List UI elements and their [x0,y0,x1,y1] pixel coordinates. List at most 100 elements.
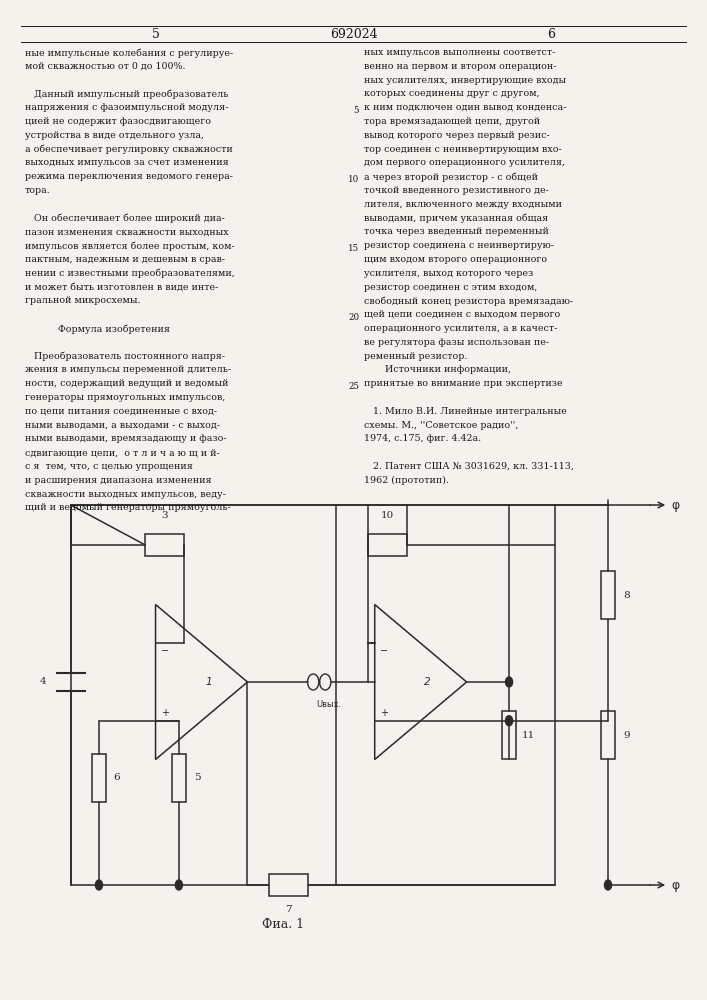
Text: усилителя, выход которого через: усилителя, выход которого через [364,269,533,278]
Text: жения в импульсы переменной длитель-: жения в импульсы переменной длитель- [25,365,231,374]
Text: дом первого операционного усилителя,: дом первого операционного усилителя, [364,158,565,167]
Text: ве регулятора фазы использован пе-: ве регулятора фазы использован пе- [364,338,549,347]
Text: Uвых.: Uвых. [317,700,342,709]
Text: 3: 3 [161,510,168,520]
Text: щий и ведомый генераторы прямоуголь-: щий и ведомый генераторы прямоуголь- [25,503,230,512]
Text: +: + [161,708,169,718]
Text: Преобразователь постоянного напря-: Преобразователь постоянного напря- [25,352,225,361]
Text: Источники информации,: Источники информации, [364,365,511,374]
Text: 7: 7 [285,906,292,914]
Text: резистор соединен с этим входом,: резистор соединен с этим входом, [364,283,537,292]
Text: устройства в виде отдельного узла,: устройства в виде отдельного узла, [25,131,204,140]
Text: принятые во внимание при экспертизе: принятые во внимание при экспертизе [364,379,563,388]
Text: и может быть изготовлен в виде инте-: и может быть изготовлен в виде инте- [25,283,218,292]
Text: 1974, с.175, фиг. 4.42а.: 1974, с.175, фиг. 4.42а. [364,434,481,443]
Text: ных импульсов выполнены соответст-: ных импульсов выполнены соответст- [364,48,556,57]
Text: венно на первом и втором операцион-: венно на первом и втором операцион- [364,62,556,71]
Text: 10: 10 [348,175,359,184]
Text: ные импульсные колебания с регулируе-: ные импульсные колебания с регулируе- [25,48,233,57]
Text: которых соединены друг с другом,: которых соединены друг с другом, [364,89,539,98]
Circle shape [95,880,103,890]
Text: а через второй резистор - с общей: а через второй резистор - с общей [364,172,538,182]
Text: 2: 2 [424,677,431,687]
Text: 6: 6 [547,27,556,40]
Text: 2. Патент США № 3031629, кл. 331-113,: 2. Патент США № 3031629, кл. 331-113, [364,462,574,471]
Text: φ: φ [672,879,680,892]
Text: схемы. М., ''Советское радио'',: схемы. М., ''Советское радио'', [364,421,518,430]
Text: φ: φ [672,498,680,512]
Text: щим входом второго операционного: щим входом второго операционного [364,255,547,264]
Circle shape [604,880,612,890]
Text: тора.: тора. [25,186,50,195]
Text: напряжения с фазоимпульсной модуля-: напряжения с фазоимпульсной модуля- [25,103,228,112]
Text: скважности выходных импульсов, веду-: скважности выходных импульсов, веду- [25,490,226,499]
Text: а обеспечивает регулировку скважности: а обеспечивает регулировку скважности [25,145,233,154]
Bar [172,754,186,802]
Bar [601,711,615,759]
Text: сдвигающие цепи,  о т л и ч а ю щ и й-: сдвигающие цепи, о т л и ч а ю щ и й- [25,448,219,457]
Text: и расширения диапазона изменения: и расширения диапазона изменения [25,476,211,485]
Text: 6: 6 [113,774,119,782]
Text: гральной микросхемы.: гральной микросхемы. [25,296,140,305]
Bar [146,534,184,556]
Text: 10: 10 [381,510,394,520]
Text: 11: 11 [522,730,535,740]
Text: ности, содержащий ведущий и ведомый: ности, содержащий ведущий и ведомый [25,379,228,388]
Text: Он обеспечивает более широкий диа-: Он обеспечивает более широкий диа- [25,214,225,223]
Text: тора времязадающей цепи, другой: тора времязадающей цепи, другой [364,117,540,126]
Text: Фиа. 1: Фиа. 1 [262,918,304,932]
Circle shape [175,880,182,890]
Text: Формула изобретения: Формула изобретения [25,324,170,334]
Text: 692024: 692024 [329,27,378,40]
Text: с я  тем, что, с целью упрощения: с я тем, что, с целью упрощения [25,462,192,471]
Text: 25: 25 [348,382,359,391]
Bar [502,711,516,759]
Text: генераторы прямоугольных импульсов,: генераторы прямоугольных импульсов, [25,393,225,402]
Text: свободный конец резистора времязадаю-: свободный конец резистора времязадаю- [364,296,573,306]
Text: 15: 15 [348,244,359,253]
Text: 5: 5 [354,106,359,115]
Text: пазон изменения скважности выходных: пазон изменения скважности выходных [25,227,228,236]
Text: операционного усилителя, а в качест-: операционного усилителя, а в качест- [364,324,558,333]
Text: резистор соединена с неинвертирую-: резистор соединена с неинвертирую- [364,241,554,250]
Text: ными выводами, времязадающу и фазо-: ными выводами, времязадающу и фазо- [25,434,226,443]
Text: щей цепи соединен с выходом первого: щей цепи соединен с выходом первого [364,310,561,319]
Text: точкой введенного резистивного де-: точкой введенного резистивного де- [364,186,549,195]
Text: Данный импульсный преобразователь: Данный импульсный преобразователь [25,89,228,99]
Text: 1. Мило В.И. Линейные интегральные: 1. Мило В.И. Линейные интегральные [364,407,567,416]
Text: нении с известными преобразователями,: нении с известными преобразователями, [25,269,235,278]
Bar [71,505,555,885]
Text: 1: 1 [205,677,212,687]
Text: ных усилителях, инвертирующие входы: ных усилителях, инвертирующие входы [364,76,566,85]
Text: 20: 20 [348,313,359,322]
Text: выводами, причем указанная общая: выводами, причем указанная общая [364,214,549,223]
Text: выходных импульсов за счет изменения: выходных импульсов за счет изменения [25,158,228,167]
Text: ременный резистор.: ременный резистор. [364,352,467,361]
Circle shape [506,716,513,726]
Text: точка через введенный переменный: точка через введенный переменный [364,227,549,236]
Text: 1962 (прототип).: 1962 (прототип). [364,476,449,485]
Bar [368,534,407,556]
Bar [92,754,106,802]
Text: мой скважностью от 0 до 100%.: мой скважностью от 0 до 100%. [25,62,185,71]
Text: 4: 4 [40,678,46,686]
Text: цией не содержит фазосдвигающего: цией не содержит фазосдвигающего [25,117,211,126]
Text: вывод которого через первый резис-: вывод которого через первый резис- [364,131,550,140]
Text: тор соединен с неинвертирующим вхо-: тор соединен с неинвертирующим вхо- [364,145,562,154]
Text: 5: 5 [151,27,160,40]
Text: ными выводами, а выходами - с выход-: ными выводами, а выходами - с выход- [25,421,220,430]
Text: 5: 5 [194,774,201,782]
Text: 8: 8 [624,590,630,599]
Text: +: + [380,708,388,718]
Text: режима переключения ведомого генера-: режима переключения ведомого генера- [25,172,233,181]
Text: импульсов является более простым, ком-: импульсов является более простым, ком- [25,241,235,251]
Text: к ним подключен один вывод конденса-: к ним подключен один вывод конденса- [364,103,566,112]
Text: 9: 9 [624,730,630,740]
Bar [601,571,615,619]
Text: −: − [161,646,169,656]
Bar [269,874,308,896]
Text: −: − [380,646,388,656]
Circle shape [506,677,513,687]
Text: лителя, включенного между входными: лителя, включенного между входными [364,200,562,209]
Text: по цепи питания соединенные с вход-: по цепи питания соединенные с вход- [25,407,217,416]
